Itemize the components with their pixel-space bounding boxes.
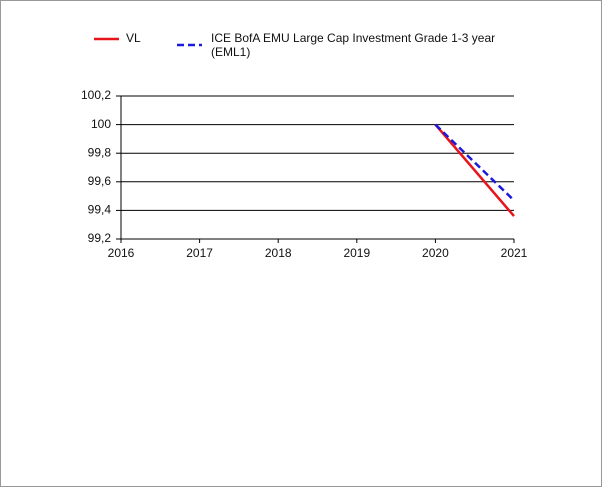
x-tick-label: 2019	[343, 246, 370, 260]
x-tick-label: 2017	[186, 246, 213, 260]
y-tick-label: 100	[91, 117, 111, 131]
y-tick-label: 99,6	[88, 174, 112, 188]
y-tick-label: 100,2	[81, 88, 111, 102]
x-tick-label: 2020	[422, 246, 449, 260]
legend-label: VL	[126, 31, 141, 45]
x-tick-label: 2021	[501, 246, 528, 260]
y-tick-label: 99,8	[88, 145, 112, 159]
x-tick-label: 2018	[265, 246, 292, 260]
series-line	[434, 123, 515, 202]
y-tick-label: 99,4	[88, 203, 112, 217]
y-tick-label: 99,2	[88, 231, 112, 245]
legend-label: ICE BofA EMU Large Cap Investment Grade …	[211, 31, 496, 59]
series-line	[434, 123, 515, 217]
x-tick-label: 2016	[108, 246, 135, 260]
